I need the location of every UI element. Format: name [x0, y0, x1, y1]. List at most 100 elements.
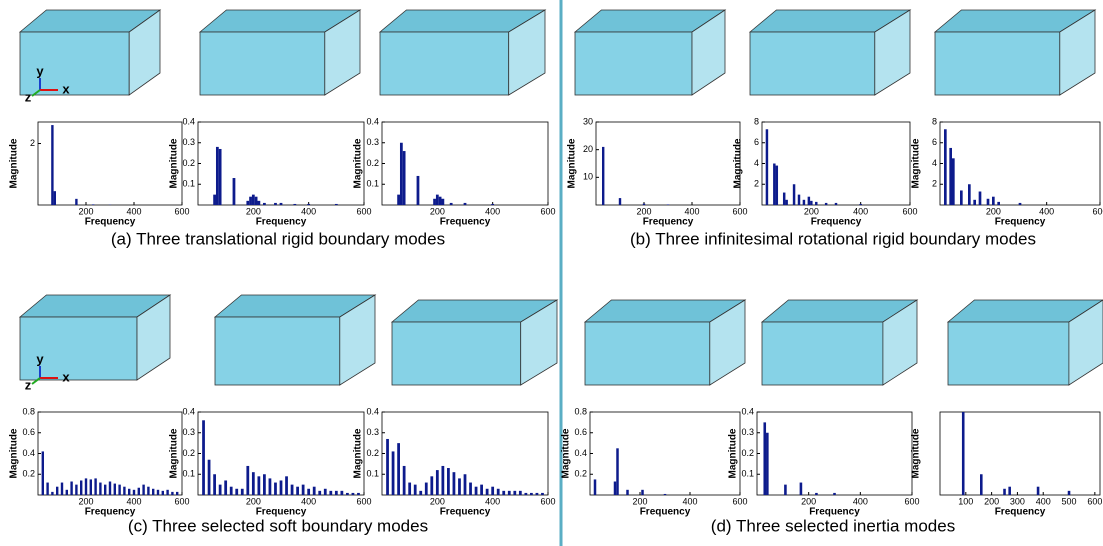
- bar: [123, 487, 125, 495]
- y-tick-label: 0.1: [366, 469, 379, 479]
- bar: [425, 483, 428, 495]
- y-tick-label: 0.2: [741, 448, 754, 458]
- bar: [491, 204, 494, 205]
- bar: [400, 143, 403, 205]
- plot-frame: [38, 122, 182, 205]
- figure: (a) Three translational rigid boundary m…: [0, 0, 1103, 546]
- bar: [1068, 491, 1071, 495]
- y-tick-label: 0.3: [741, 427, 754, 437]
- x-tick-label: 400: [126, 206, 141, 216]
- bar: [419, 491, 422, 495]
- bar: [224, 480, 227, 495]
- axis-glyph: z: [25, 89, 32, 104]
- bar: [491, 487, 494, 495]
- bar: [335, 491, 338, 495]
- bar: [815, 202, 817, 205]
- bar: [252, 195, 255, 205]
- y-tick-label: 0.8: [574, 406, 587, 416]
- x-axis-label: Frequency: [256, 507, 307, 518]
- x-axis-label: Frequency: [809, 507, 860, 518]
- plot-frame: [198, 122, 364, 205]
- x-tick-label: 600: [902, 206, 917, 216]
- x-axis-label: Frequency: [811, 217, 862, 228]
- bar: [825, 203, 827, 205]
- bar: [776, 166, 778, 205]
- y-tick-label: 0.2: [22, 469, 35, 479]
- y-tick-label: 0.4: [574, 448, 587, 458]
- x-tick-label: 400: [853, 496, 868, 506]
- x-tick-label: 200: [636, 206, 651, 216]
- y-axis-label: Magnitude: [567, 138, 578, 188]
- y-axis-label: Magnitude: [911, 138, 922, 188]
- bar: [973, 200, 976, 205]
- bar: [213, 474, 216, 495]
- bar: [213, 195, 216, 205]
- bar: [54, 191, 56, 205]
- y-tick-label: 2: [932, 179, 937, 189]
- bar: [800, 483, 803, 495]
- bar: [436, 195, 439, 205]
- x-tick-label: 200: [632, 496, 647, 506]
- plot-frame: [940, 122, 1100, 205]
- bar: [968, 184, 971, 205]
- beam-front: [948, 322, 1069, 385]
- bar: [138, 488, 140, 495]
- bar: [833, 493, 836, 495]
- bar: [508, 491, 511, 495]
- bar: [357, 493, 360, 495]
- bar: [280, 203, 283, 205]
- bar: [766, 129, 768, 205]
- y-tick-label: 0.1: [182, 179, 195, 189]
- bar: [90, 479, 92, 495]
- bar: [785, 200, 787, 205]
- bar: [798, 195, 800, 205]
- x-tick-label: 400: [485, 206, 500, 216]
- bar: [56, 487, 58, 495]
- y-tick-label: 8: [754, 116, 759, 126]
- bar: [392, 451, 395, 495]
- y-tick-label: 0.3: [182, 137, 195, 147]
- x-tick-label: 200: [78, 496, 93, 506]
- bar: [643, 204, 645, 205]
- y-tick-label: 0.8: [22, 406, 35, 416]
- beam-front: [585, 322, 710, 385]
- bar: [458, 478, 461, 495]
- caption: (d) Three selected inertia modes: [711, 516, 955, 535]
- y-axis-label: Magnitude: [353, 138, 364, 188]
- bar: [257, 476, 260, 495]
- bar: [46, 483, 48, 495]
- x-tick-label: 200: [804, 206, 819, 216]
- bar: [66, 490, 68, 495]
- y-tick-label: 0.4: [741, 406, 754, 416]
- x-tick-label: 100: [958, 496, 973, 506]
- axis-glyph: x: [62, 81, 70, 96]
- x-tick-label: 600: [356, 206, 371, 216]
- y-tick-label: 0.4: [182, 116, 195, 126]
- y-axis-label: Magnitude: [911, 428, 922, 478]
- bar: [619, 198, 621, 205]
- bar: [602, 147, 604, 205]
- bar: [313, 487, 316, 495]
- bar: [783, 193, 785, 205]
- y-tick-label: 0.1: [366, 179, 379, 189]
- bar: [773, 164, 775, 206]
- bar: [307, 204, 310, 205]
- x-tick-label: 200: [986, 206, 1001, 216]
- bar: [61, 483, 63, 495]
- bar: [147, 487, 149, 495]
- bar: [397, 195, 400, 205]
- bar: [441, 466, 444, 495]
- bar: [230, 487, 233, 495]
- beam-front: [392, 322, 521, 385]
- bar: [667, 204, 669, 205]
- y-tick-label: 0.6: [574, 427, 587, 437]
- x-tick-label: 400: [1036, 496, 1051, 506]
- x-tick-label: 200: [246, 206, 261, 216]
- x-axis-label: Frequency: [440, 217, 491, 228]
- y-tick-label: 30: [583, 116, 593, 126]
- bar: [763, 422, 766, 495]
- bar: [75, 199, 77, 205]
- bar: [436, 470, 439, 495]
- beam-front: [750, 32, 875, 95]
- bar: [340, 491, 343, 495]
